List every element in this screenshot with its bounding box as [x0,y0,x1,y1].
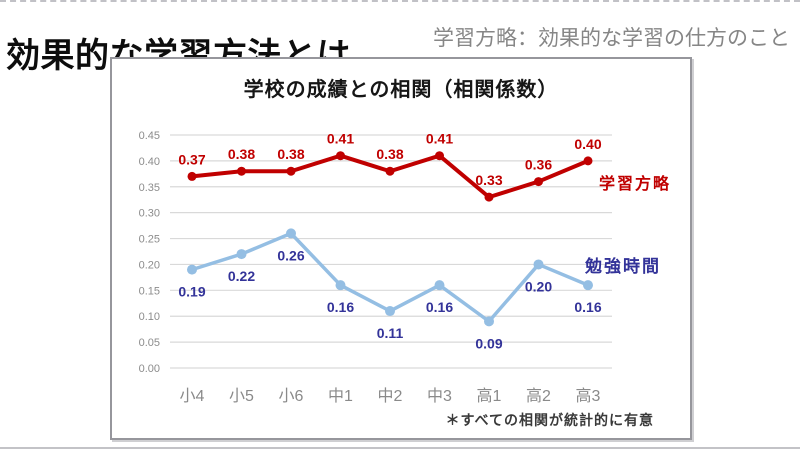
time-data-label: 0.20 [525,278,552,294]
time-point [533,259,544,270]
x-axis-label: 高3 [576,387,601,405]
strategy-data-label: 0.38 [376,146,403,162]
strategy-point [484,192,494,202]
bottom-divider [0,447,800,449]
y-tick-label: 0.40 [139,156,160,168]
x-axis-label: 高1 [477,387,502,405]
strategy-point [435,151,444,161]
strategy-data-label: 0.38 [277,146,304,162]
time-data-label: 0.16 [327,299,354,315]
strategy-point [583,156,593,166]
x-axis-label: 小6 [279,387,304,405]
series-label-strategy: 学習方略 [599,176,672,193]
y-tick-label: 0.00 [139,363,160,375]
significance-note: ＊すべての相関が統計的に有意 [445,412,654,428]
top-dashed-divider [0,0,800,2]
time-point [286,228,296,239]
time-data-label: 0.19 [178,284,205,300]
time-point [187,264,197,275]
time-point [484,316,494,327]
x-axis-label: 小4 [180,387,205,405]
series-label-time: 勉強時間 [585,257,661,276]
y-tick-label: 0.45 [139,130,160,142]
y-tick-label: 0.20 [139,259,160,271]
chart-title: 学校の成績との相関（相関係数） [243,79,559,101]
time-data-label: 0.16 [426,299,453,315]
y-tick-label: 0.35 [139,182,160,194]
time-point [236,249,247,260]
strategy-point [385,166,395,176]
y-tick-label: 0.25 [139,234,160,246]
x-axis-label: 高2 [526,387,551,405]
strategy-point [286,166,296,176]
time-data-label: 0.11 [377,325,404,341]
strategy-point [534,177,543,187]
time-data-label: 0.22 [228,268,255,284]
strategy-point [336,151,345,161]
time-point [583,280,593,291]
y-tick-label: 0.15 [139,285,160,297]
y-tick-label: 0.30 [139,208,160,220]
strategy-data-label: 0.41 [327,131,354,147]
strategy-point [187,171,197,181]
strategy-data-label: 0.33 [475,172,502,188]
chart-svg: 0.00 0.05 0.10 0.15 0.20 0.25 0.30 0.35 0.40 0.45… [139,130,612,405]
y-tick-label: 0.10 [139,311,160,323]
strategy-data-label: 0.36 [525,157,552,173]
strategy-data-label: 0.41 [426,131,453,147]
strategy-point [237,166,246,176]
x-axis-label: 中1 [328,387,353,405]
correlation-chart-panel: 0.00 0.05 0.10 0.15 0.20 0.25 0.30 0.35 0.40 0.45… [110,57,692,440]
strategy-data-label: 0.40 [574,136,601,152]
strategy-data-label: 0.37 [178,151,205,167]
time-data-label: 0.16 [574,299,601,315]
y-tick-label: 0.05 [139,337,160,349]
time-data-label: 0.09 [475,335,502,351]
time-data-label: 0.26 [277,247,304,263]
time-point [434,280,445,291]
x-axis-label: 中3 [427,387,452,405]
x-axis-label: 小5 [229,387,254,405]
page-subtitle: 学習方略：効果的な学習の仕方のこと [433,27,790,50]
strategy-data-label: 0.38 [228,146,255,162]
time-point [335,280,346,291]
time-point [385,306,395,317]
x-axis-label: 中2 [378,387,403,405]
